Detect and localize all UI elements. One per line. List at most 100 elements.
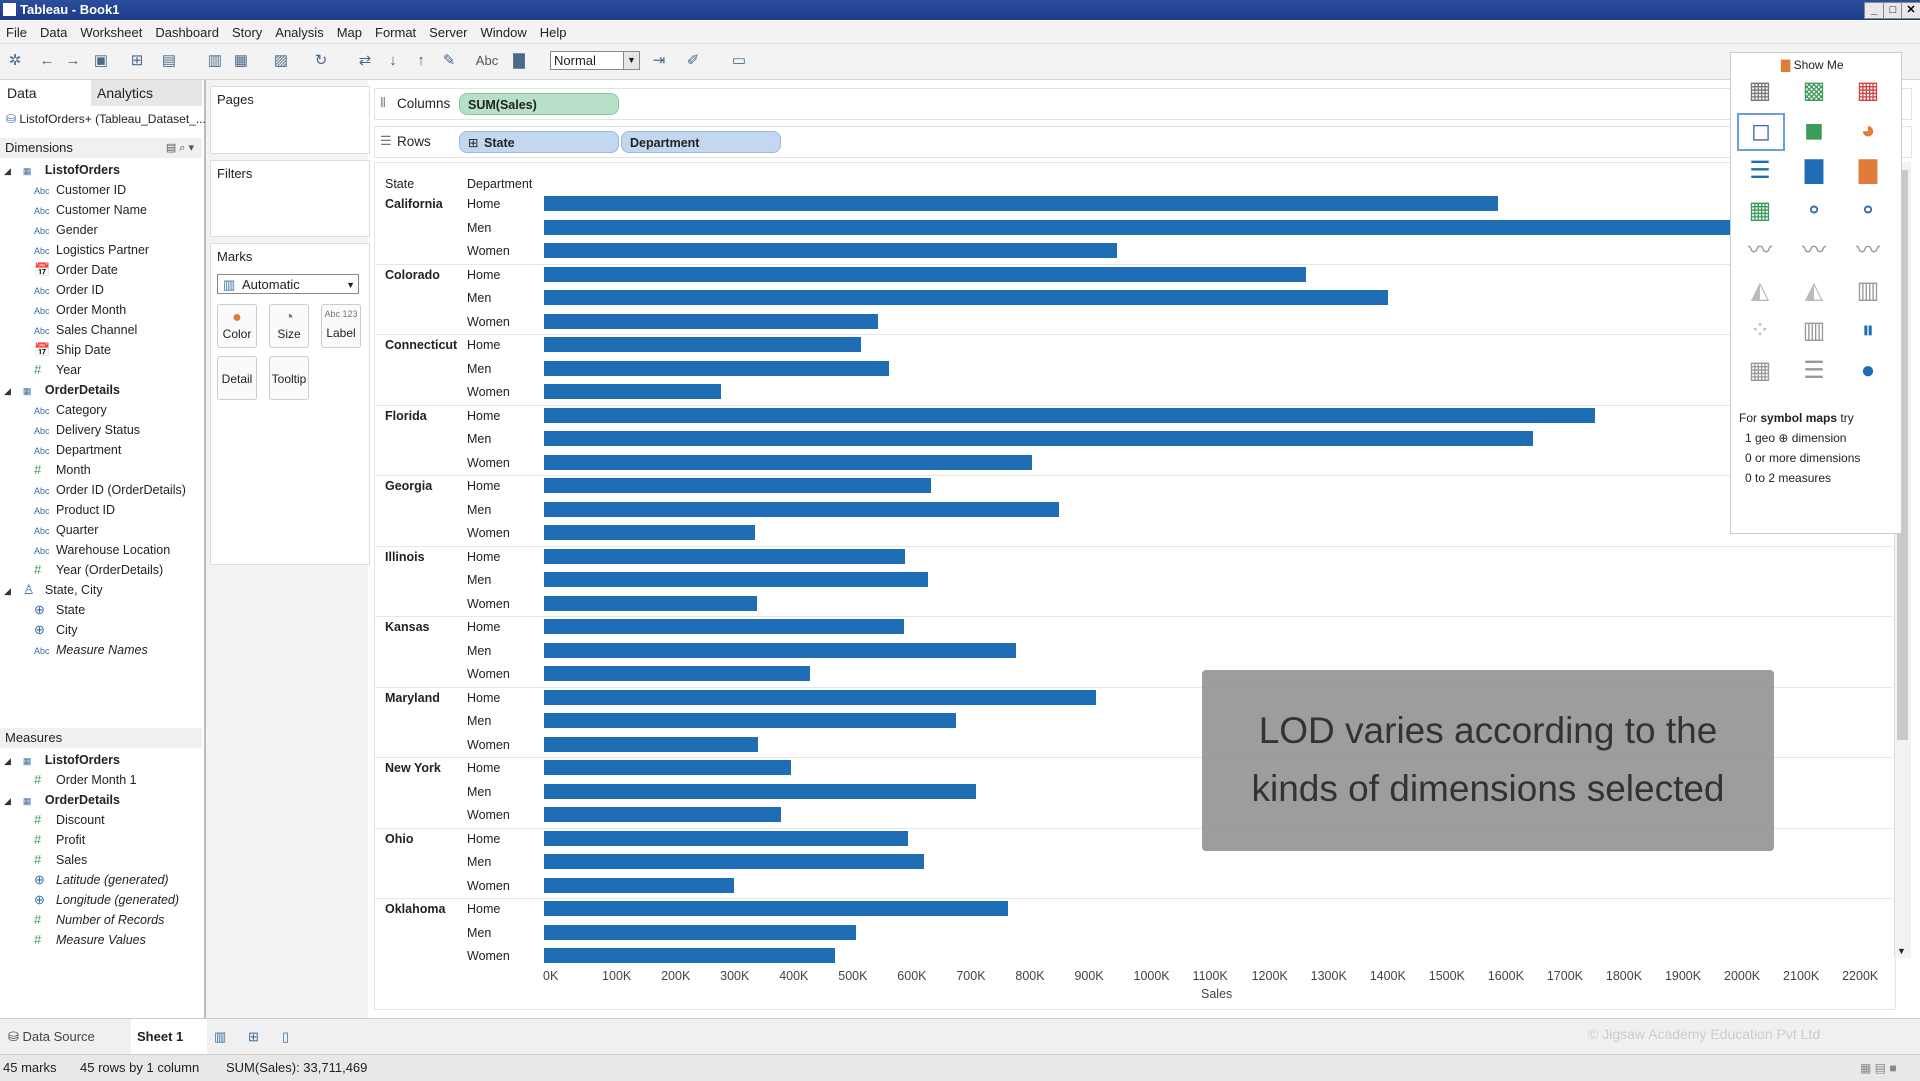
field-item[interactable]: Abc Customer ID [34,180,126,200]
pause-updates-icon[interactable]: ▨ [273,52,289,69]
menu-window[interactable]: Window [480,25,527,40]
department-label[interactable]: Women [467,667,510,681]
field-item[interactable]: # Year (OrderDetails) [34,560,163,580]
show-me-header[interactable]: ▇ Show Me [1781,58,1844,72]
bar[interactable] [544,619,905,634]
sort-ascending-icon[interactable]: ↓ [389,52,397,69]
state-pill[interactable]: ⊞ State [459,131,619,153]
state-label[interactable]: Oklahoma [385,902,446,916]
menu-help[interactable]: Help [539,25,567,40]
rows-shelf[interactable]: ☰ Rows ⊞ State Department [374,126,1912,158]
chart-type-icon[interactable]: ▇ [513,52,525,69]
field-item[interactable]: ⊕ Latitude (generated) [34,870,169,890]
bar[interactable] [544,807,782,822]
department-label[interactable]: Home [467,620,501,634]
state-label[interactable]: Ohio [385,831,414,846]
field-item[interactable]: # Sales [34,850,87,870]
department-label[interactable]: Home [467,338,501,352]
fit-select[interactable]: Normal ▼ [550,51,640,70]
department-label[interactable]: Women [467,808,510,822]
field-item[interactable]: Abc Order ID (OrderDetails) [34,480,186,500]
bar[interactable] [544,783,977,799]
bar[interactable] [544,478,931,493]
field-group[interactable]: ◢ ▦ ListofOrders [4,750,120,770]
department-label[interactable]: Men [467,573,492,587]
state-label[interactable]: Kansas [385,620,430,634]
chart-type-icon[interactable]: ◼ [1804,117,1824,144]
chart-type-icon[interactable]: ◻ [1737,113,1785,151]
redo-icon[interactable]: → [65,52,81,69]
menu-format[interactable]: Format [375,25,417,40]
undo-icon[interactable]: ← [39,52,55,69]
field-item[interactable]: Abc Category [34,400,107,420]
field-item[interactable]: 📅 Order Date [34,260,118,280]
menu-file[interactable]: File [6,25,27,40]
field-item[interactable]: Abc Order Month [34,300,126,320]
collapse-icon[interactable]: ◢ [4,386,11,396]
department-label[interactable]: Men [467,220,492,235]
tab-data[interactable]: Data [0,80,90,106]
field-group[interactable]: ◢ ▦ OrderDetails [4,380,120,400]
bar[interactable] [544,384,722,399]
department-label[interactable]: Home [467,831,501,846]
field-item[interactable]: # Number of Records [34,910,164,930]
chart-type-icon[interactable]: ▇ [1804,157,1824,184]
field-item[interactable]: ⊕ State [34,600,85,620]
mark-type-select[interactable]: ▥ Automatic ▼ [217,274,359,294]
bar[interactable] [544,901,1008,916]
new-worksheet-icon[interactable]: ▥ [214,1029,227,1044]
department-label[interactable]: Men [467,291,492,305]
department-label[interactable]: Home [467,479,501,493]
highlight-icon[interactable]: ✎ [442,52,456,69]
chart-type-icon[interactable]: ▦ [1748,77,1772,104]
collapse-icon[interactable]: ◢ [4,166,11,176]
field-item[interactable]: Abc Department [34,440,121,460]
chart-type-icon[interactable]: ⁘ [1749,317,1771,344]
chart-type-icon[interactable]: ▦ [1748,197,1772,224]
size-button[interactable]: ◔ Size [269,304,309,348]
department-label[interactable]: Home [467,690,501,705]
bar[interactable] [544,219,1893,235]
field-group[interactable]: ◢ ♙ State, City [4,580,103,600]
fix-axes-icon[interactable]: ⇥ [652,52,666,69]
field-item[interactable]: ⊕ City [34,620,78,640]
bar[interactable] [544,948,836,963]
chart-type-icon[interactable]: 〰 [1802,237,1826,264]
bar[interactable] [544,407,1596,423]
show-mark-labels-icon[interactable]: Abc [475,53,499,68]
tab-analytics[interactable]: Analytics [91,80,202,106]
bar[interactable] [544,501,1059,517]
state-label[interactable]: Illinois [385,549,425,564]
menu-data[interactable]: Data [39,25,68,40]
close-button[interactable]: ✕ [1901,2,1920,19]
state-label[interactable]: California [385,197,443,211]
field-item[interactable]: Abc Product ID [34,500,115,520]
field-item[interactable]: Abc Warehouse Location [34,540,170,560]
department-pill[interactable]: Department [621,131,781,153]
collapse-icon[interactable]: ◢ [4,586,11,596]
new-datasource-icon[interactable]: ⊞ [130,52,144,69]
save-icon[interactable]: ▣ [93,52,109,69]
department-label[interactable]: Women [467,737,510,752]
datasource-item[interactable]: ⛁ ListofOrders+ (Tableau_Dataset_... [6,112,206,126]
scroll-down-icon[interactable]: ▼ [1897,946,1906,956]
field-item[interactable]: # Measure Values [34,930,146,950]
bar[interactable] [544,760,791,775]
bar[interactable] [544,266,1306,282]
department-label[interactable]: Women [467,878,510,893]
scrollbar-thumb[interactable] [1897,170,1908,740]
state-label[interactable]: Georgia [385,479,433,493]
field-item[interactable]: # Month [34,460,91,480]
state-label[interactable]: New York [385,761,441,775]
menu-story[interactable]: Story [231,25,263,40]
field-item[interactable]: Abc Order ID [34,280,104,300]
department-label[interactable]: Women [467,596,510,611]
department-label[interactable]: Home [467,761,501,775]
bar[interactable] [544,830,909,846]
bar[interactable] [544,454,1033,470]
bar[interactable] [544,666,811,681]
chart-type-icon[interactable]: ◭ [1750,277,1770,304]
menu-analysis[interactable]: Analysis [275,25,324,40]
bar[interactable] [544,689,1097,705]
state-label[interactable]: Colorado [385,267,440,282]
